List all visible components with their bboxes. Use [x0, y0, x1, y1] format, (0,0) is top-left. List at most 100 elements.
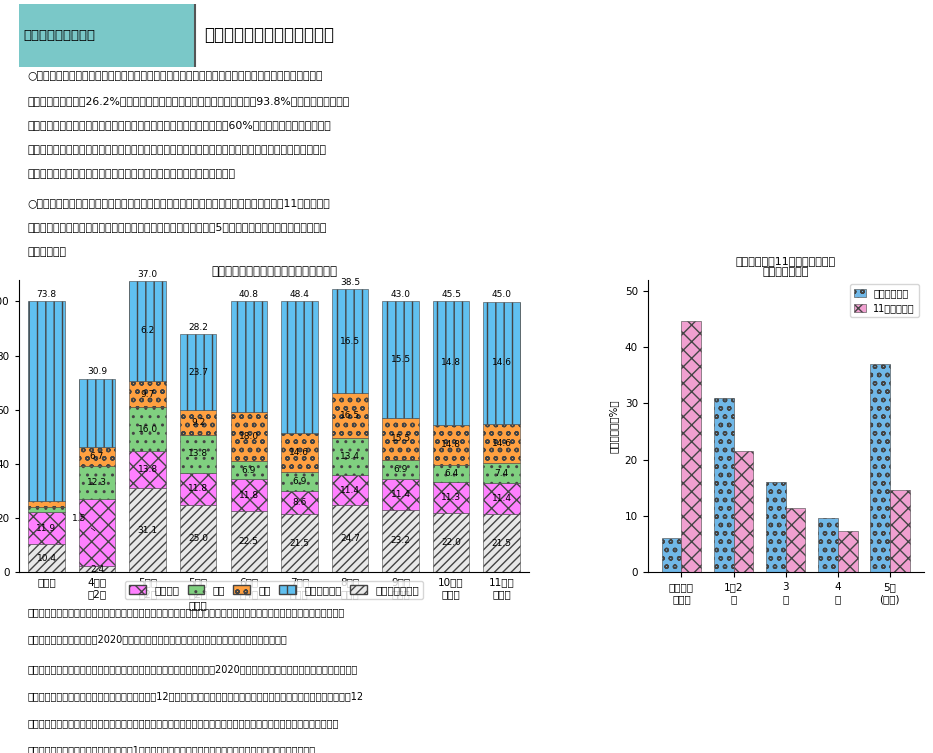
- Bar: [130, 281, 166, 381]
- Bar: [28, 501, 64, 507]
- Bar: [281, 301, 317, 432]
- Text: 18.0: 18.0: [239, 431, 258, 441]
- Bar: [180, 473, 216, 505]
- Text: 48.4: 48.4: [289, 290, 310, 299]
- Text: 6.4: 6.4: [444, 469, 458, 478]
- Bar: [332, 505, 369, 572]
- Text: 24.7: 24.7: [340, 535, 360, 544]
- Bar: [230, 412, 267, 461]
- Text: 11.4: 11.4: [391, 489, 411, 498]
- Bar: [130, 451, 166, 488]
- Text: 45.0: 45.0: [492, 291, 511, 300]
- Bar: [383, 460, 419, 479]
- Bar: [130, 381, 166, 407]
- Bar: [281, 472, 317, 491]
- Text: 73.8: 73.8: [36, 290, 57, 299]
- Text: テレワークの実施日数の推移: テレワークの実施日数の推移: [204, 26, 334, 44]
- Bar: [838, 531, 857, 572]
- Text: 21.5: 21.5: [492, 539, 511, 547]
- Text: 23.2: 23.2: [391, 536, 411, 545]
- Text: 13.8: 13.8: [188, 450, 208, 459]
- Bar: [180, 334, 216, 410]
- Text: している。: している。: [28, 247, 67, 257]
- Text: 11.9: 11.9: [36, 523, 57, 532]
- Bar: [230, 511, 267, 572]
- Bar: [661, 538, 681, 572]
- Bar: [383, 301, 419, 418]
- Text: 13.4: 13.4: [340, 452, 360, 461]
- Text: 11.4: 11.4: [340, 486, 360, 495]
- Text: ○　勤務先がテレワークを実施している労働者について、テレワークを実施した者の割合は、感染拡: ○ 勤務先がテレワークを実施している労働者について、テレワークを実施した者の割合…: [28, 72, 323, 81]
- Bar: [230, 301, 267, 412]
- Bar: [433, 513, 469, 572]
- Bar: [180, 435, 216, 473]
- Bar: [383, 479, 419, 510]
- Text: 15.5: 15.5: [391, 434, 411, 444]
- Bar: [433, 301, 469, 425]
- Legend: １－２日, ３日, ４日, ５日（以上）, 実施していない: １－２日, ３日, ４日, ５日（以上）, 実施していない: [125, 581, 423, 599]
- Text: 月調査の毎回回答者」のうち、勤務先における就労面での対応としていずれの調査も「在宅勤務・テレワークの: 月調査の毎回回答者」のうち、勤務先における就労面での対応としていずれの調査も「在…: [28, 718, 339, 728]
- Text: 30.9: 30.9: [87, 367, 107, 376]
- Text: 11.3: 11.3: [441, 493, 461, 502]
- Bar: [281, 514, 317, 572]
- Text: 1.5: 1.5: [72, 514, 95, 531]
- Bar: [890, 490, 910, 572]
- Text: 45.5: 45.5: [441, 290, 461, 299]
- Bar: [483, 483, 520, 514]
- Text: 大前の通常月では26.2%であったが、緊急事態宣言下の５月第２週には93.8%となり、急速に割合: 大前の通常月では26.2%であったが、緊急事態宣言下の５月第２週には93.8%と…: [28, 96, 350, 106]
- Text: 8.6: 8.6: [292, 498, 307, 507]
- Bar: [28, 544, 64, 572]
- Text: 13.8: 13.8: [137, 465, 158, 474]
- Text: いずれも「民間企業の雇用者」であり、「12月調査」においても４月１日時点と同じ会社で働いている「５・８・12: いずれも「民間企業の雇用者」であり、「12月調査」においても４月１日時点と同じ会…: [28, 691, 364, 701]
- Text: 11.8: 11.8: [239, 491, 258, 500]
- Text: 6.9: 6.9: [394, 465, 408, 474]
- Bar: [332, 438, 369, 474]
- Text: 40.8: 40.8: [239, 290, 258, 299]
- Text: ○　週当たりのテレワーク実施日数の変化をみると、緊急事態宣言下の５月の第２週と11月の最終週: ○ 週当たりのテレワーク実施日数の変化をみると、緊急事態宣言下の５月の第２週と1…: [28, 198, 330, 208]
- Bar: [180, 505, 216, 572]
- Bar: [786, 508, 805, 572]
- Bar: [230, 461, 267, 480]
- Text: 28.2: 28.2: [188, 322, 208, 331]
- Text: 14.8: 14.8: [441, 358, 461, 367]
- Text: 14.6: 14.6: [492, 358, 511, 367]
- Text: 6.9: 6.9: [292, 477, 307, 486]
- Bar: [19, 4, 195, 67]
- Text: 23.7: 23.7: [188, 367, 208, 376]
- Bar: [332, 394, 369, 438]
- Bar: [28, 507, 64, 512]
- Bar: [733, 451, 753, 572]
- Bar: [79, 499, 116, 566]
- Text: 6.9: 6.9: [242, 465, 256, 474]
- Bar: [332, 474, 369, 505]
- Bar: [433, 482, 469, 513]
- Text: （注）　数値は（独）労働政策研究・研修機構が行う同調査において、2020年４月１日時点、５月末時点、８月末時点の: （注） 数値は（独）労働政策研究・研修機構が行う同調査において、2020年４月１…: [28, 664, 358, 674]
- Bar: [281, 491, 317, 514]
- Bar: [483, 301, 520, 424]
- Text: Ｔ第３回）」（2020年）をもとに厚生労働省政策統括官付政策統括室にて独自集計: Ｔ第３回）」（2020年）をもとに厚生労働省政策統括官付政策統括室にて独自集計: [28, 635, 287, 645]
- Bar: [79, 447, 116, 465]
- Text: 6.2: 6.2: [141, 326, 155, 335]
- Text: 14.6: 14.6: [492, 439, 511, 448]
- Text: 21.5: 21.5: [289, 539, 310, 547]
- Text: 6.7: 6.7: [90, 452, 104, 461]
- Bar: [281, 432, 317, 472]
- Text: 第２－（２）－４図: 第２－（２）－４図: [23, 29, 95, 42]
- Text: 2.4: 2.4: [90, 565, 104, 574]
- Text: 実施」を挙げた回答者における、1週間当たりの「在宅勤務・テレワーク」の実施日数の変化を集計。: 実施」を挙げた回答者における、1週間当たりの「在宅勤務・テレワーク」の実施日数の…: [28, 745, 316, 753]
- Bar: [681, 321, 702, 572]
- Text: 9.7: 9.7: [141, 389, 155, 398]
- Bar: [332, 289, 369, 394]
- Bar: [230, 480, 267, 511]
- Bar: [433, 465, 469, 482]
- Text: 38.5: 38.5: [340, 278, 360, 287]
- Text: 10.4: 10.4: [36, 554, 57, 562]
- Text: 14.8: 14.8: [441, 441, 461, 450]
- Bar: [483, 514, 520, 572]
- Text: 43.0: 43.0: [391, 290, 411, 299]
- Bar: [383, 418, 419, 460]
- Text: 14.6: 14.6: [289, 448, 310, 457]
- Bar: [870, 364, 890, 572]
- Text: 11.4: 11.4: [492, 494, 511, 503]
- Text: クを実施しなくなった者が一定の割合で存在することがうかがえる。: クを実施しなくなった者が一定の割合で存在することがうかがえる。: [28, 169, 236, 179]
